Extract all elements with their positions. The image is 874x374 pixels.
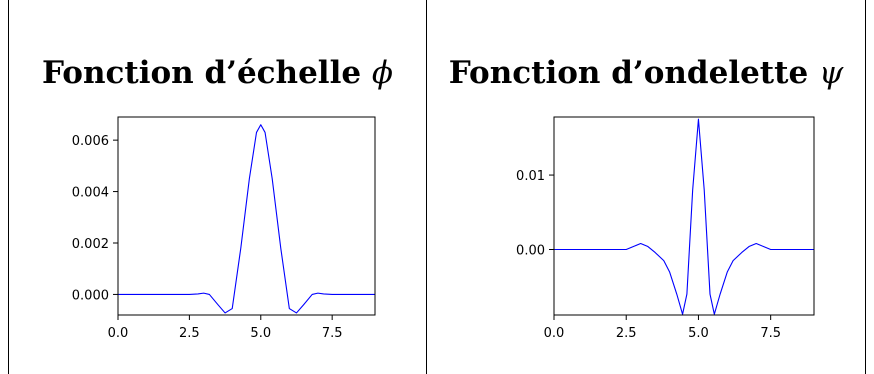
y-tick-label-1-1: 0.01 (516, 169, 545, 184)
x-tick-label-0-3: 7.5 (322, 326, 343, 341)
x-tick-label-0-2: 5.0 (250, 326, 271, 341)
panel-title-scaling-symbol: ϕ (371, 55, 394, 91)
scaling-function-chart: 0.0 2.5 5.0 7.5 0.000 0.002 0.004 0.006 (72, 116, 376, 341)
y-tick-label-0-1: 0.002 (72, 237, 109, 252)
x-tick-label-1-0: 0.0 (544, 326, 565, 341)
panel-title-wavelet: Fonction d’ondelette ψ (427, 48, 865, 98)
plot-area-0 (117, 116, 376, 316)
frame-left-border (8, 0, 9, 374)
series-line-1-0 (554, 118, 814, 315)
y-tick-label-0-2: 0.004 (72, 186, 109, 201)
panel-title-scaling-text: Fonction d’échelle (41, 55, 362, 91)
y-tick-label-1-0: 0.00 (516, 243, 545, 258)
panel-title-wavelet-symbol: ψ (818, 55, 844, 91)
frame-right-border (865, 0, 866, 374)
x-tick-label-1-2: 5.0 (688, 326, 709, 341)
x-tick-label-1-1: 2.5 (616, 326, 637, 341)
panel-title-wavelet-text: Fonction d’ondelette (448, 55, 809, 91)
y-tick-label-0-3: 0.006 (72, 134, 109, 149)
y-tick-label-0-0: 0.000 (72, 288, 109, 303)
plot-area-1 (553, 116, 815, 316)
series-line-0-0 (118, 124, 375, 314)
x-tick-label-1-3: 7.5 (760, 326, 781, 341)
panel-title-scaling: Fonction d’échelle ϕ (9, 48, 426, 98)
x-tick-label-0-1: 2.5 (179, 326, 200, 341)
frame-middle-border (426, 0, 427, 374)
wavelet-function-chart: 0.0 2.5 5.0 7.5 0.00 0.01 (516, 116, 815, 341)
x-tick-label-0-0: 0.0 (108, 326, 129, 341)
